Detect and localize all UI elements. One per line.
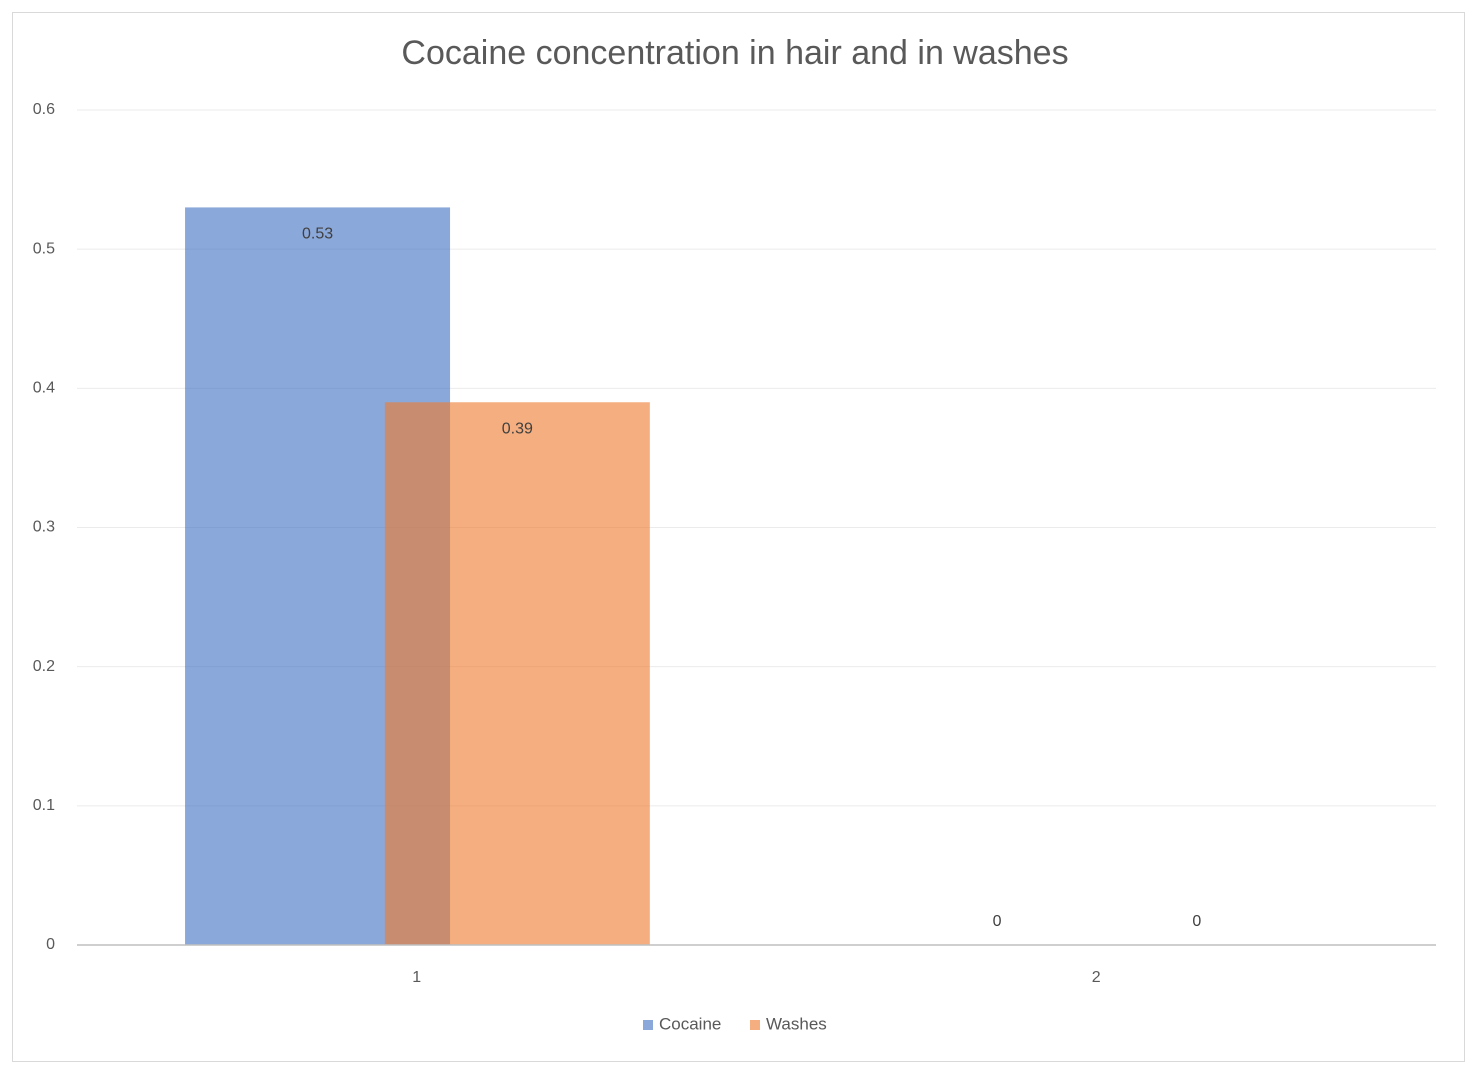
legend-label: Cocaine (659, 1014, 721, 1033)
data-label: 0 (993, 913, 1002, 930)
y-tick-label: 0.3 (33, 519, 55, 536)
y-tick-label: 0.2 (33, 658, 55, 675)
bar (384, 402, 650, 945)
x-tick-label: 1 (412, 969, 421, 986)
legend-swatch (750, 1020, 760, 1030)
legend-swatch (643, 1020, 653, 1030)
data-label: 0.39 (502, 420, 533, 437)
legend-label: Washes (766, 1014, 827, 1033)
y-tick-label: 0.4 (33, 380, 55, 397)
y-tick-label: 0 (46, 936, 55, 953)
x-tick-label: 2 (1092, 969, 1101, 986)
data-label: 0.53 (302, 226, 333, 243)
y-tick-label: 0.5 (33, 240, 55, 257)
y-tick-label: 0.1 (33, 797, 55, 814)
y-tick-label: 0.6 (33, 101, 55, 118)
chart-title: Cocaine concentration in hair and in was… (401, 34, 1068, 72)
data-label: 0 (1192, 913, 1201, 930)
